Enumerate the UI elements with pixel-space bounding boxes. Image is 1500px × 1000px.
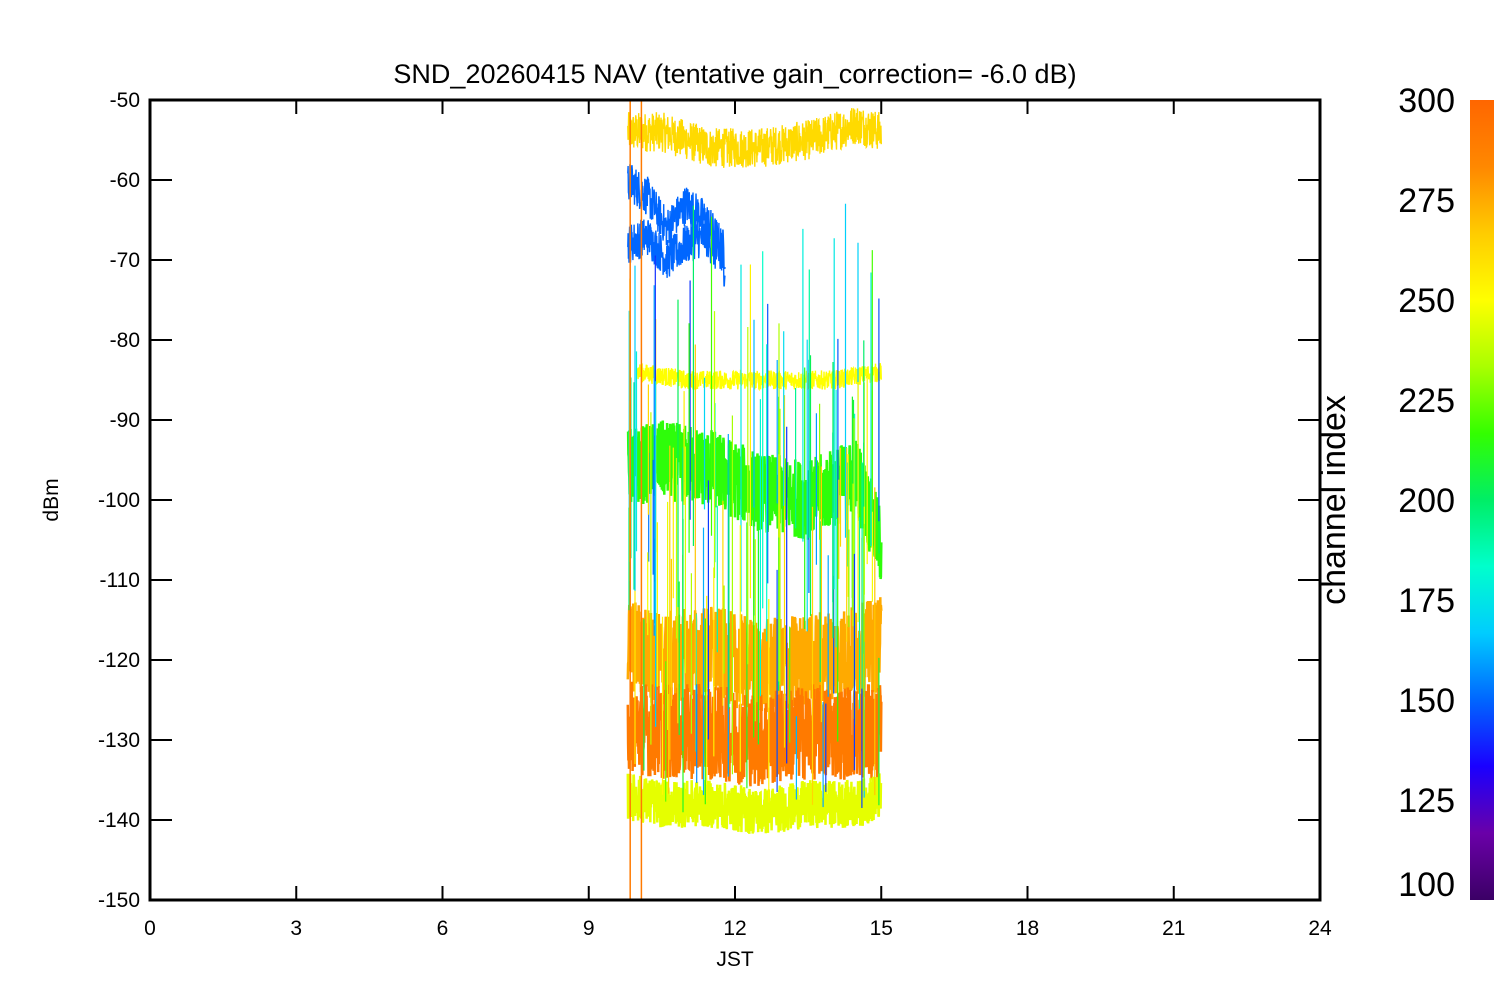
y-tick-label: -120 — [98, 649, 140, 672]
y-tick-label: -80 — [110, 329, 140, 352]
y-tick-label: -140 — [98, 809, 140, 832]
colorbar-tick-label: 175 — [1398, 582, 1455, 620]
colorbar-tick-label: 200 — [1398, 482, 1455, 520]
x-axis-label: JST — [716, 948, 754, 971]
colorbar-tick-layer: 300 275 250 225 200 175 150 125 100 — [1398, 82, 1455, 904]
x-tick-label: 15 — [870, 917, 893, 940]
colorbar-label: channel index — [1315, 395, 1353, 605]
colorbar-tick-label: 225 — [1398, 382, 1455, 420]
series-line — [636, 363, 882, 392]
y-tick-label: -100 — [98, 489, 140, 512]
y-tick-label: -50 — [110, 89, 140, 112]
colorbar-tick-label: 275 — [1398, 182, 1455, 220]
y-axis-label: dBm — [40, 478, 63, 521]
data-layer — [626, 100, 883, 900]
tick-layer: 0 3 6 9 12 15 18 21 24 -50 -60 -70 -80 -90 -100 -110 -12… — [98, 89, 1332, 940]
y-tick-label: -130 — [98, 729, 140, 752]
colorbar-tick-label: 300 — [1398, 82, 1455, 120]
colorbar-tick-label: 100 — [1398, 866, 1455, 904]
x-tick-label: 6 — [437, 917, 449, 940]
y-tick-label: -90 — [110, 409, 140, 432]
series-line — [626, 773, 883, 834]
y-tick-label: -150 — [98, 889, 140, 912]
x-tick-label: 3 — [290, 917, 302, 940]
series-line — [627, 108, 882, 168]
x-tick-label: 18 — [1016, 917, 1039, 940]
x-tick-label: 0 — [144, 917, 156, 940]
y-tick-label: -70 — [110, 249, 140, 272]
series-line — [627, 216, 726, 287]
chart-title: SND_20260415 NAV (tentative gain_correct… — [393, 59, 1076, 89]
colorbar-tick-label: 125 — [1398, 782, 1455, 820]
colorbar — [1470, 100, 1494, 900]
colorbar-tick-label: 150 — [1398, 682, 1455, 720]
y-tick-label: -110 — [100, 569, 140, 592]
x-tick-label: 9 — [583, 917, 595, 940]
x-tick-label: 24 — [1308, 917, 1332, 940]
x-tick-label: 21 — [1162, 917, 1185, 940]
colorbar-tick-label: 250 — [1398, 282, 1455, 320]
series-line — [627, 164, 726, 270]
x-tick-label: 12 — [723, 917, 746, 940]
y-tick-label: -60 — [110, 169, 140, 192]
